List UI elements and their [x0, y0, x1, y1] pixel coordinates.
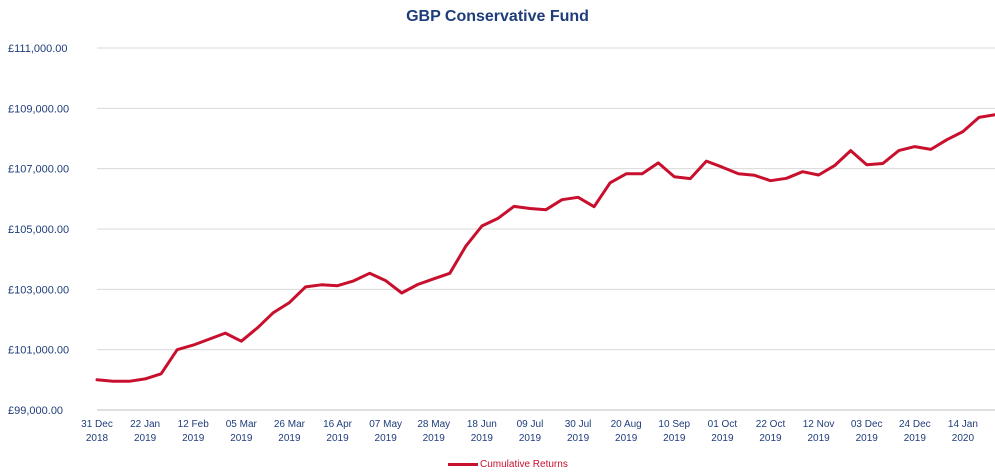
x-tick-label-year: 2019 [615, 433, 638, 444]
x-tick-label: 09 Jul [517, 419, 544, 430]
x-tick-label-year: 2019 [375, 433, 398, 444]
series-line-cumulative-returns [95, 113, 995, 383]
x-tick-label: 22 Jan [130, 419, 160, 430]
x-tick-label: 31 Dec [81, 419, 113, 430]
x-tick-label: 18 Jun [467, 419, 497, 430]
x-tick-label-year: 2019 [182, 433, 205, 444]
x-tick-label-year: 2019 [759, 433, 782, 444]
x-tick-label-year: 2019 [904, 433, 927, 444]
x-tick-label-year: 2019 [134, 433, 157, 444]
x-tick-label-year: 2020 [952, 433, 975, 444]
x-tick-label-year: 2019 [567, 433, 590, 444]
x-tick-label: 12 Feb [178, 419, 210, 430]
x-tick-label: 24 Dec [899, 419, 931, 430]
legend-swatch [448, 463, 478, 466]
x-tick-label: 26 Mar [274, 419, 306, 430]
x-tick-label: 30 Jul [565, 419, 592, 430]
series-layer [95, 113, 995, 383]
legend: Cumulative Returns [448, 459, 568, 470]
x-tick-label: 05 Mar [226, 419, 258, 430]
x-tick-label-year: 2019 [471, 433, 494, 444]
legend-label: Cumulative Returns [480, 459, 568, 470]
x-tick-label-year: 2019 [423, 433, 446, 444]
y-tick-label: £103,000.00 [8, 284, 69, 296]
y-tick-label: £105,000.00 [8, 224, 69, 236]
x-tick-label-year: 2019 [663, 433, 686, 444]
chart-title: GBP Conservative Fund [406, 8, 589, 25]
x-tick-label: 01 Oct [708, 419, 738, 430]
x-tick-label-year: 2018 [86, 433, 109, 444]
y-tick-label: £111,000.00 [8, 43, 68, 55]
x-tick-label-year: 2019 [807, 433, 830, 444]
x-tick-label: 14 Jan [948, 419, 978, 430]
x-tick-label-year: 2019 [326, 433, 349, 444]
x-tick-label: 22 Oct [756, 419, 786, 430]
x-tick-label: 03 Dec [851, 419, 883, 430]
x-tick-label-year: 2019 [278, 433, 301, 444]
x-tick-label: 20 Aug [611, 419, 642, 430]
x-tick-label: 16 Apr [323, 419, 353, 430]
x-axis-labels: 31 Dec 2018 22 Jan 2019 12 Feb 2019 05 Mar 2019… [81, 419, 978, 444]
y-tick-label: £99,000.00 [8, 405, 63, 417]
gridlines [97, 47, 995, 351]
x-tick-label: 10 Sep [658, 419, 690, 430]
x-tick-label-year: 2019 [519, 433, 542, 444]
x-tick-label-year: 2019 [230, 433, 253, 444]
y-tick-label: £109,000.00 [8, 103, 69, 115]
x-tick-label: 12 Nov [803, 419, 835, 430]
y-axis-labels: £99,000.00 £101,000.00 £103,000.00 £105,000… [8, 43, 69, 417]
y-tick-label: £101,000.00 [8, 345, 69, 357]
x-tick-label: 28 May [417, 419, 450, 430]
y-tick-label: £107,000.00 [8, 164, 69, 176]
x-tick-label-year: 2019 [711, 433, 734, 444]
x-tick-label: 07 May [369, 419, 402, 430]
x-tick-label-year: 2019 [856, 433, 879, 444]
